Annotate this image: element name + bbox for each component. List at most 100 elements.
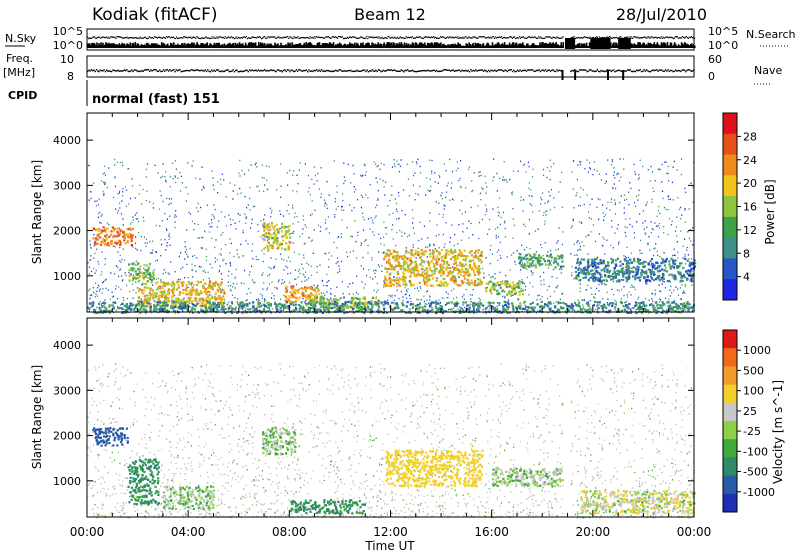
nsky-bar (641, 44, 643, 48)
scatter-cell (414, 287, 416, 290)
scatter-cell (429, 296, 431, 298)
echo-cell (185, 293, 188, 296)
scatter-cell (228, 270, 230, 273)
scatter-cell (316, 180, 318, 182)
nsky-bar (326, 43, 329, 48)
echo-cell (159, 287, 162, 290)
nsky-bar (496, 42, 499, 48)
nsky-bar (285, 44, 287, 48)
scatter-cell (174, 160, 176, 162)
nsky-bar (130, 45, 133, 48)
nsky-bar (351, 43, 353, 49)
scatter-cell (199, 178, 201, 180)
scatter-cell (140, 298, 143, 301)
scatter-cell (413, 232, 415, 235)
scatter-cell (186, 253, 188, 255)
scatter-cell (639, 213, 641, 215)
nsky-bar (486, 42, 489, 49)
scatter-cell (624, 305, 627, 308)
freq-point (109, 70, 112, 72)
scatter-cell (502, 176, 504, 178)
freq-point (255, 69, 257, 71)
scatter-cell (634, 288, 636, 291)
nsky-bar (141, 44, 144, 49)
scatter-cell (456, 296, 458, 299)
scatter-cell (543, 271, 545, 274)
scatter-cell (96, 248, 98, 250)
scatter-cell (97, 204, 100, 206)
nsearch-point (553, 36, 555, 38)
scatter-cell (184, 251, 187, 253)
nsearch-point (499, 36, 501, 39)
scatter-cell (446, 263, 448, 265)
scatter-cell (190, 284, 193, 286)
scatter-cell (367, 252, 369, 254)
scatter-cell (596, 206, 598, 209)
echo-cell (151, 297, 155, 300)
echo-cell (116, 230, 119, 233)
nsearch-point (127, 37, 129, 40)
scatter-cell (556, 286, 558, 289)
scatter-cell (653, 254, 655, 257)
nsky-bar (542, 42, 544, 48)
freq-point (122, 70, 124, 72)
scatter-cell (627, 304, 629, 306)
freq-point (614, 71, 616, 73)
nsky-bar (448, 44, 450, 48)
scatter-cell (98, 198, 100, 200)
echo-cell (289, 291, 292, 294)
freq-point (141, 69, 143, 72)
echo-cell (213, 282, 216, 285)
freq-point (235, 69, 237, 72)
scatter-cell (310, 214, 312, 217)
scatter-cell (639, 249, 641, 252)
scatter-cell (412, 222, 414, 224)
freq-point (611, 69, 614, 72)
nsearch-point (328, 37, 330, 39)
nsearch-point (634, 36, 636, 38)
scatter-cell (255, 258, 257, 261)
scatter-cell (659, 212, 661, 214)
nsearch-point (262, 37, 264, 39)
nsky-bar (280, 42, 282, 48)
freq-point (437, 70, 439, 73)
nsky-bar (110, 43, 112, 49)
echo-cell (333, 298, 336, 301)
scatter-cell (645, 298, 647, 300)
scatter-cell (651, 298, 653, 300)
scatter-cell (673, 289, 675, 292)
scatter-cell (343, 182, 345, 185)
nsky-bar (328, 42, 331, 49)
scatter-cell (629, 217, 631, 220)
scatter-cell (341, 193, 343, 195)
echo-cell (170, 302, 174, 305)
scatter-cell (544, 242, 546, 244)
echo-cell (138, 288, 141, 291)
scatter-cell (326, 273, 328, 276)
nsearch-point (524, 37, 526, 39)
echo-cell (146, 269, 149, 272)
nsearch-point (488, 37, 490, 39)
nsky-bar (150, 43, 153, 48)
nsearch-label: N.Search (746, 28, 796, 41)
scatter-cell (145, 245, 147, 248)
nsky-bar (275, 44, 277, 49)
scatter-cell (435, 235, 437, 237)
freq-point (685, 70, 687, 73)
freq-point (533, 70, 535, 73)
nsearch-point (338, 36, 341, 38)
scatter-cell (104, 279, 106, 281)
scatter-cell (615, 301, 617, 303)
nsky-bar (576, 43, 579, 48)
echo-cell (134, 263, 137, 266)
nsky-bar (557, 44, 559, 48)
scatter-cell (334, 216, 336, 218)
nsearch-point (547, 36, 549, 38)
freq-point (639, 69, 641, 71)
freq-point (628, 69, 630, 71)
echo-cell (214, 281, 217, 284)
scatter-cell (302, 267, 304, 270)
nsky-bar (535, 44, 537, 48)
nsearch-point (106, 36, 108, 38)
scatter-cell (299, 162, 301, 164)
